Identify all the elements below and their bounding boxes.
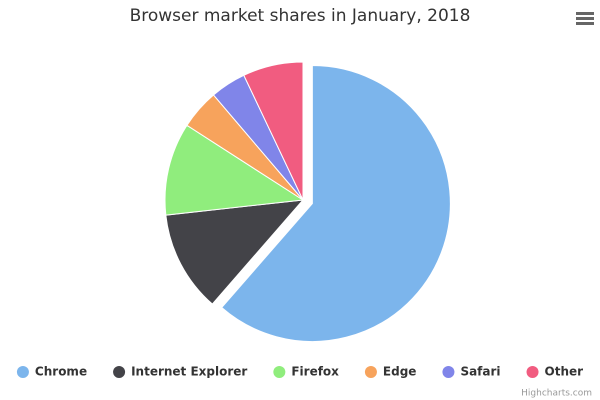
legend-marker xyxy=(364,366,377,378)
legend-marker xyxy=(273,366,286,378)
legend-item[interactable]: Edge xyxy=(364,365,417,379)
legend-marker xyxy=(113,366,126,378)
pie-slice[interactable] xyxy=(243,61,304,201)
legend-marker xyxy=(16,366,29,378)
legend-label: Other xyxy=(545,365,584,379)
legend: Chrome Internet Explorer Firefox Edge Safari… xyxy=(16,365,584,379)
pie-slice[interactable] xyxy=(164,124,305,216)
legend-label: Firefox xyxy=(291,365,339,379)
pie-slice[interactable] xyxy=(165,199,305,305)
menu-bar xyxy=(576,22,594,25)
legend-label: Chrome xyxy=(35,365,87,379)
legend-item[interactable]: Internet Explorer xyxy=(113,365,247,379)
legend-item[interactable]: Safari xyxy=(442,365,501,379)
chart-title: Browser market shares in January, 2018 xyxy=(130,6,471,26)
legend-label: Safari xyxy=(460,365,500,379)
menu-button[interactable] xyxy=(566,6,594,30)
credits[interactable]: Highcharts.com xyxy=(521,389,592,399)
menu-bar xyxy=(576,12,594,15)
legend-item[interactable]: Firefox xyxy=(273,365,339,379)
legend-marker xyxy=(526,366,539,378)
legend-item[interactable]: Other xyxy=(526,365,584,379)
menu-bar xyxy=(576,17,594,20)
legend-label: Internet Explorer xyxy=(131,365,247,379)
pie-slice[interactable] xyxy=(220,65,451,342)
legend-marker xyxy=(442,366,455,378)
legend-item[interactable]: Chrome xyxy=(16,365,87,379)
legend-label: Edge xyxy=(383,365,417,379)
